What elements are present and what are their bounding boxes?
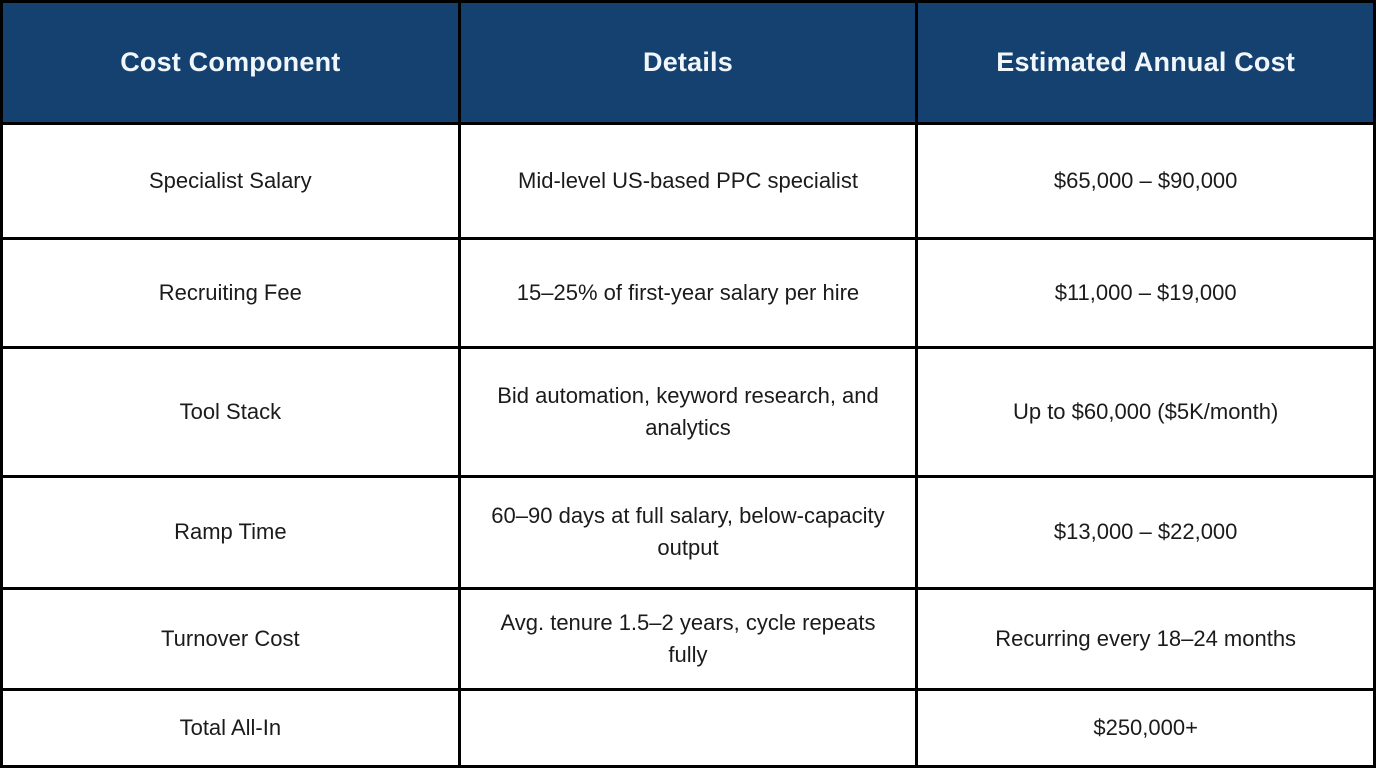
header-cell-details: Details	[457, 0, 919, 125]
cell-component: Total All-In	[0, 688, 461, 768]
cell-cost: $65,000 – $90,000	[915, 122, 1376, 240]
cell-details: 15–25% of first-year salary per hire	[457, 236, 919, 349]
table-row: Specialist Salary Mid-level US-based PPC…	[0, 122, 1376, 240]
table-row: Recruiting Fee 15–25% of first-year sala…	[0, 236, 1376, 349]
table-row: Tool Stack Bid automation, keyword resea…	[0, 345, 1376, 478]
header-row: Cost Component Details Estimated Annual …	[0, 0, 1376, 125]
cell-cost: Up to $60,000 ($5K/month)	[915, 345, 1376, 478]
cell-details: 60–90 days at full salary, below-capacit…	[457, 474, 919, 590]
cell-component: Specialist Salary	[0, 122, 461, 240]
table-row: Turnover Cost Avg. tenure 1.5–2 years, c…	[0, 586, 1376, 692]
header-cell-cost-component: Cost Component	[0, 0, 461, 125]
cell-cost: $11,000 – $19,000	[915, 236, 1376, 349]
cell-component: Ramp Time	[0, 474, 461, 590]
cell-details: Bid automation, keyword research, and an…	[457, 345, 919, 478]
cell-details: Mid-level US-based PPC specialist	[457, 122, 919, 240]
header-cell-estimated-annual-cost: Estimated Annual Cost	[915, 0, 1376, 125]
cell-cost: $13,000 – $22,000	[915, 474, 1376, 590]
cell-cost: $250,000+	[915, 688, 1376, 768]
table-row: Total All-In $250,000+	[0, 688, 1376, 768]
cell-details	[457, 688, 919, 768]
cell-details: Avg. tenure 1.5–2 years, cycle repeats f…	[457, 586, 919, 692]
table-row: Ramp Time 60–90 days at full salary, bel…	[0, 474, 1376, 590]
cell-component: Turnover Cost	[0, 586, 461, 692]
cell-component: Recruiting Fee	[0, 236, 461, 349]
cell-cost: Recurring every 18–24 months	[915, 586, 1376, 692]
cell-component: Tool Stack	[0, 345, 461, 478]
